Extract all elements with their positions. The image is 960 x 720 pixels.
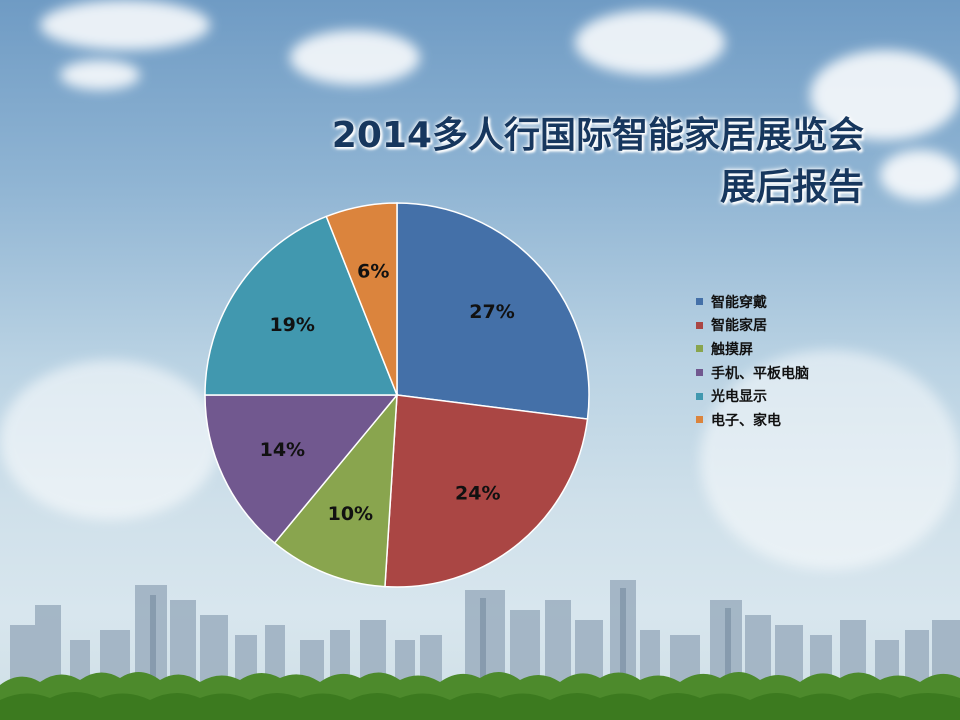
data-label: 27% [469,301,514,323]
legend-swatch [696,298,703,306]
city-skyline-image [0,580,960,720]
pie-slice [204,215,399,396]
pie-slice [396,202,590,420]
data-label: 24% [455,483,500,505]
data-label: 10% [328,503,373,525]
cloud [40,0,210,50]
legend-label: 触摸屏 [711,341,753,358]
cloud [810,50,960,140]
legend-swatch [696,416,703,424]
legend-item: 触摸屏 [696,337,809,361]
legend-label: 智能家居 [711,318,767,335]
cloud [60,60,140,90]
legend-label: 光电显示 [711,389,767,406]
data-label: 14% [260,439,305,461]
legend-item: 智能穿戴 [696,290,809,314]
data-label: 6% [357,261,389,283]
pie-slice [325,202,398,396]
legend-swatch [696,369,703,377]
pie-slice [273,392,398,588]
legend-label: 智能穿戴 [711,294,767,311]
legend-label: 手机、平板电脑 [711,365,809,382]
pie-slice [204,394,399,544]
cloud [575,10,725,75]
chart-legend: 智能穿戴智能家居触摸屏手机、平板电脑 光电显示电子、家电 [696,290,809,432]
legend-item: 电子、家电 [696,408,809,432]
legend-swatch [696,392,703,400]
legend-item: 光电显示 [696,384,809,408]
slide-title: 2014多人行国际智能家居展览会 展后报告 [332,110,864,214]
pie-slice [384,394,589,588]
legend-item: 智能家居 [696,314,809,338]
cloud [0,360,220,520]
data-label: 19% [269,314,314,336]
legend-swatch [696,345,703,353]
slide-title-line-1: 2014多人行国际智能家居展览会 [331,115,864,156]
legend-swatch [696,321,703,329]
cloud [290,30,420,85]
slide-title-line-2: 展后报告 [719,167,864,208]
legend-label: 电子、家电 [711,412,781,429]
legend-item: 手机、平板电脑 [696,361,809,385]
cloud [880,150,960,200]
cloud [700,350,960,570]
